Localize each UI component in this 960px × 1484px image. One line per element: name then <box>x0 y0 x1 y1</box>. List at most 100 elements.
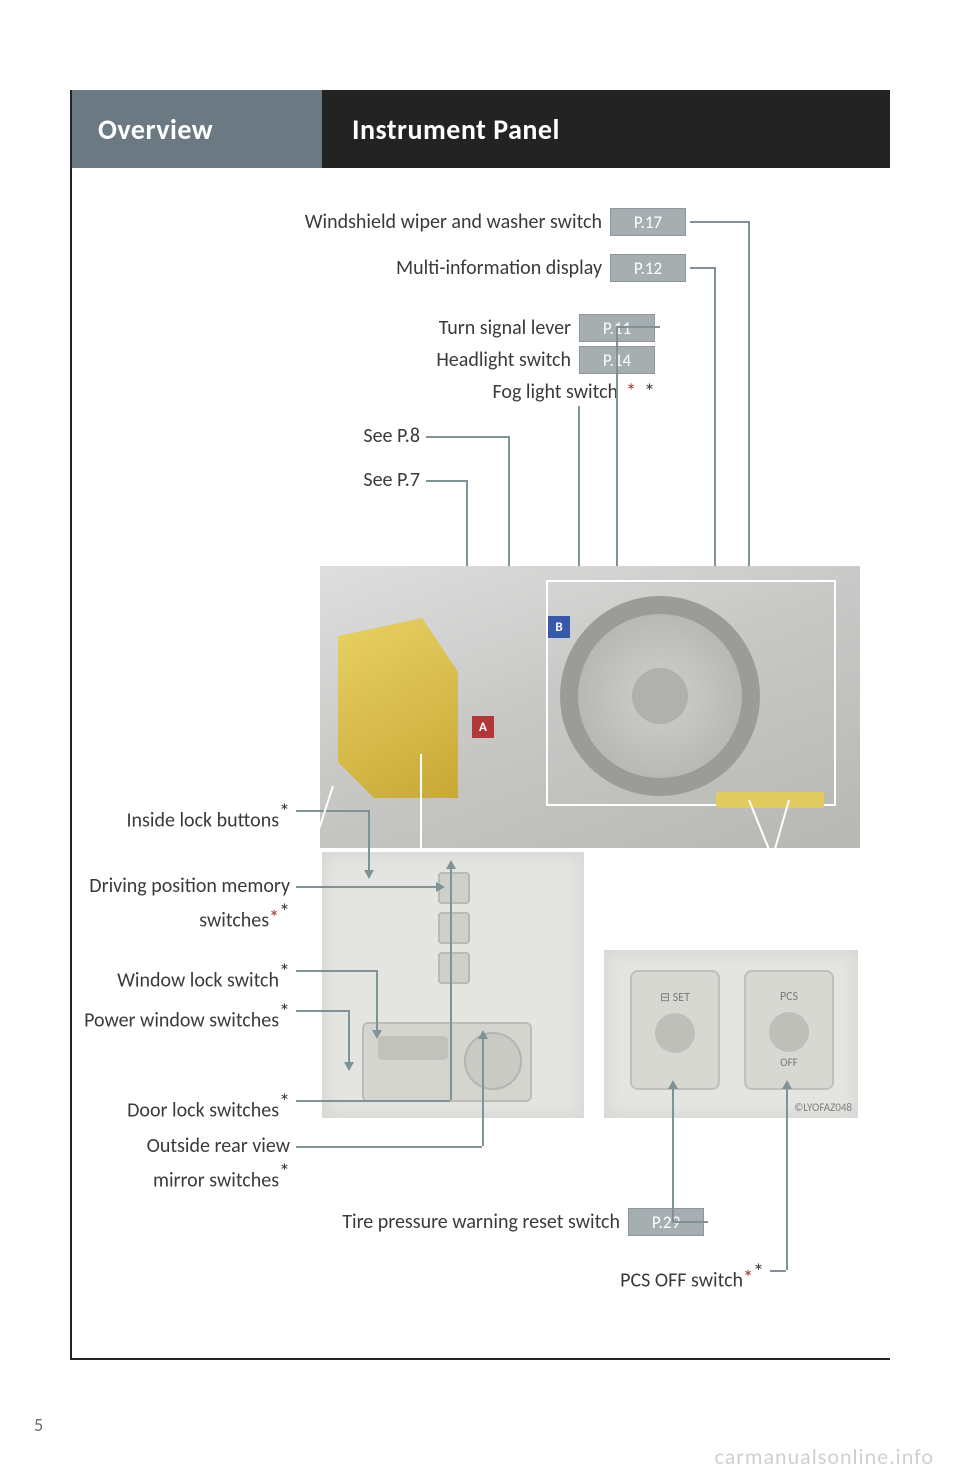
leader <box>348 1010 350 1062</box>
marker-a: A <box>472 716 494 738</box>
label-driving: Driving position memory switches** <box>89 874 290 933</box>
leader <box>690 221 748 223</box>
dagger-icon: * <box>743 1267 753 1291</box>
leader <box>426 436 508 438</box>
diagram-main: A B <box>320 566 860 848</box>
page-frame: Overview Instrument Panel Windshield wip… <box>70 90 890 1360</box>
asterisk-icon: * <box>753 1258 764 1285</box>
asterisk-icon: * <box>279 1158 290 1185</box>
memory-switch-col <box>438 872 470 1002</box>
label-doorlock-text: Door lock switches <box>127 1099 279 1123</box>
asterisk-icon: * <box>279 998 290 1025</box>
marker-b: B <box>548 616 570 638</box>
frame-upper <box>546 580 836 806</box>
highlight-door <box>338 618 458 798</box>
leader <box>426 480 466 482</box>
label-multiinfo: Multi-information display P.12 <box>396 254 686 282</box>
label-driving-l2: switches <box>199 909 269 933</box>
label-mirror-l1: Outside rear view <box>147 1134 290 1158</box>
leader <box>296 810 368 812</box>
leader <box>770 1270 786 1272</box>
btn-label: PCS <box>780 990 798 1004</box>
leader <box>482 1038 484 1146</box>
label-foglight-text: Fog light switch <box>492 380 618 404</box>
leader <box>296 970 376 972</box>
leader <box>368 810 370 870</box>
label-mirror: Outside rear view mirror switches* <box>147 1134 290 1193</box>
dagger-icon: * <box>269 907 279 931</box>
tire-reset-button: ⊟ SET <box>630 970 720 1090</box>
pageref-windshield: P.17 <box>610 208 686 236</box>
switch-icon <box>438 952 470 984</box>
label-windowlock: Window lock switch* <box>117 958 290 993</box>
leader <box>296 1100 450 1102</box>
leader <box>296 1146 482 1148</box>
btn-sublabel: OFF <box>746 1056 832 1069</box>
label-insidelock: Inside lock buttons* <box>127 798 291 833</box>
button-circle-icon <box>655 1013 695 1053</box>
label-doorlock: Door lock switches* <box>127 1088 290 1123</box>
arrow-up-icon <box>478 1030 488 1039</box>
header: Overview Instrument Panel <box>72 90 890 168</box>
button-circle-icon <box>769 1012 809 1052</box>
arrow-down-icon <box>372 1030 382 1039</box>
label-seeP8-text: See P.8 <box>363 424 420 448</box>
label-turnsignal-text: Turn signal lever <box>439 316 571 340</box>
inset-leader <box>420 754 422 850</box>
header-section-title: Instrument Panel <box>322 90 890 168</box>
asterisk-icon: * <box>279 958 290 985</box>
label-headlight: Headlight switch P.14 <box>436 346 655 374</box>
inset-pcs: ⊟ SET PCS OFF ©LYOFAZ048 <box>602 948 860 1120</box>
page-number: 5 <box>34 1414 43 1436</box>
arrow-up-icon <box>782 1080 792 1089</box>
switch-icon <box>438 912 470 944</box>
label-insidelock-text: Inside lock buttons <box>127 809 280 833</box>
arrow-up-icon <box>446 860 456 869</box>
arrow-up-icon <box>668 1080 678 1089</box>
label-headlight-text: Headlight switch <box>436 348 571 372</box>
label-tire: Tire pressure warning reset switch P.29 <box>342 1208 704 1236</box>
leader <box>714 267 716 617</box>
label-foglight: Fog light switch * * <box>492 378 655 405</box>
leader <box>616 326 660 328</box>
pageref-multiinfo: P.12 <box>610 254 686 282</box>
leader <box>672 1088 674 1221</box>
dagger-icon: * <box>626 380 636 404</box>
asterisk-icon: * <box>644 378 655 405</box>
asterisk-icon: * <box>279 798 290 825</box>
label-seeP7: See P.7 <box>363 468 420 492</box>
inset-door-controls <box>320 850 586 1120</box>
btn-label: ⊟ SET <box>660 991 690 1005</box>
leader <box>690 267 714 269</box>
label-windshield-text: Windshield wiper and washer switch <box>305 210 602 234</box>
asterisk-icon: * <box>279 898 290 925</box>
window-panel <box>362 1022 532 1102</box>
arrow-down-icon <box>344 1062 354 1071</box>
header-overview: Overview <box>72 90 322 168</box>
label-turnsignal: Turn signal lever P.11 <box>439 314 655 342</box>
leader <box>376 970 378 1030</box>
label-windowlock-text: Window lock switch <box>117 969 279 993</box>
leader <box>450 868 452 1100</box>
arrow-down-icon <box>364 870 374 879</box>
leader <box>672 1221 708 1223</box>
label-pcs: PCS OFF switch** <box>620 1258 764 1293</box>
leader <box>296 886 436 888</box>
label-seeP8: See P.8 <box>363 424 420 448</box>
label-pcs-text: PCS OFF switch <box>620 1269 743 1293</box>
label-mirror-l2: mirror switches <box>153 1169 279 1193</box>
label-powerwin: Power window switches* <box>84 998 290 1033</box>
leader <box>786 1088 788 1270</box>
arrow-right-icon <box>436 882 445 892</box>
content-area: Windshield wiper and washer switch P.17 … <box>72 168 890 1358</box>
image-code: ©LYOFAZ048 <box>794 1101 852 1114</box>
label-windshield: Windshield wiper and washer switch P.17 <box>305 208 686 236</box>
leader <box>296 1010 348 1012</box>
asterisk-icon: * <box>279 1088 290 1115</box>
watermark: carmanualsonline.info <box>715 1443 934 1470</box>
label-driving-l1: Driving position memory <box>89 874 290 898</box>
highlight-light <box>716 792 824 808</box>
label-multiinfo-text: Multi-information display <box>396 256 602 280</box>
label-tire-text: Tire pressure warning reset switch <box>342 1210 620 1234</box>
pcs-off-button: PCS OFF <box>744 970 834 1090</box>
